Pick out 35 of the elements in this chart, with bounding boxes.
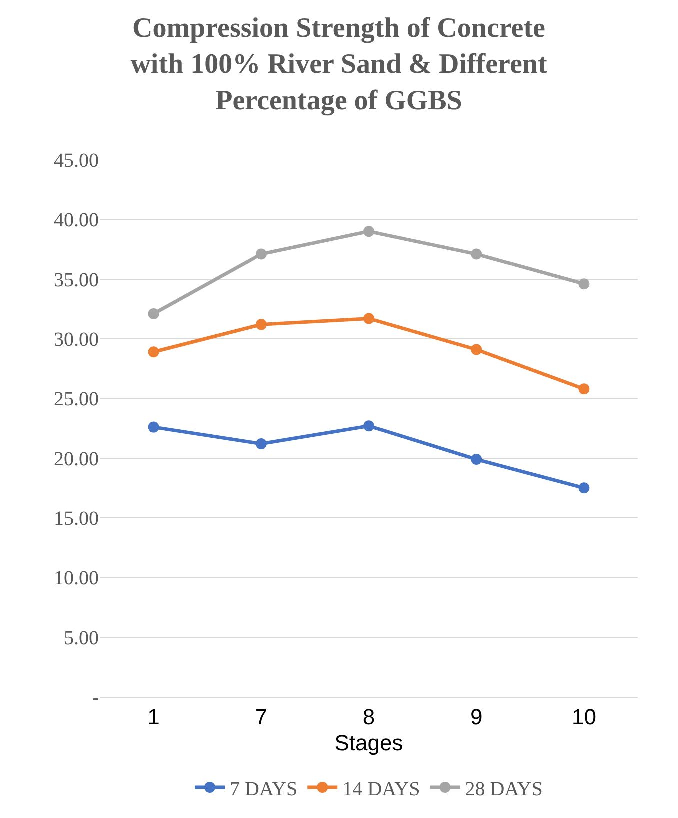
x-tick-label: 7 [255, 704, 268, 730]
y-tick-label: 15.00 [54, 508, 99, 530]
legend-label: 14 DAYS [342, 778, 420, 800]
legend-label: 7 DAYS [230, 778, 298, 800]
point [578, 278, 590, 290]
point [148, 308, 160, 320]
chart-title: Compression Strength of Concrete with 100% River Sand & Different Percentage of GGBS [130, 12, 548, 117]
y-tick-label: 10.00 [54, 568, 99, 590]
y-tick-label: 30.00 [54, 329, 99, 351]
point [471, 344, 482, 356]
point [256, 248, 267, 260]
point [364, 226, 374, 238]
point [364, 313, 374, 324]
point [256, 319, 267, 330]
y-tick-label: 45.00 [54, 150, 99, 172]
point [148, 346, 160, 358]
x-tick-label: 9 [470, 704, 483, 730]
point [471, 248, 482, 260]
y-tick-label: 25.00 [54, 388, 99, 411]
point [578, 482, 590, 494]
y-tick-label: 5.00 [64, 627, 99, 650]
point [364, 420, 374, 432]
y-tick-label: 20.00 [54, 448, 99, 470]
point [256, 438, 267, 450]
y-tick-label: - [92, 687, 99, 709]
x-tick-label: 10 [572, 704, 596, 730]
point [471, 454, 482, 466]
y-tick-label: 40.00 [54, 210, 99, 232]
x-tick-label: 8 [362, 704, 376, 730]
x-axis-title: Stages [334, 730, 404, 756]
point [578, 384, 590, 395]
legend-label: 28 DAYS [465, 778, 543, 800]
y-tick-label: 35.00 [54, 269, 99, 292]
point [148, 422, 160, 433]
x-tick-label: 1 [148, 704, 160, 730]
